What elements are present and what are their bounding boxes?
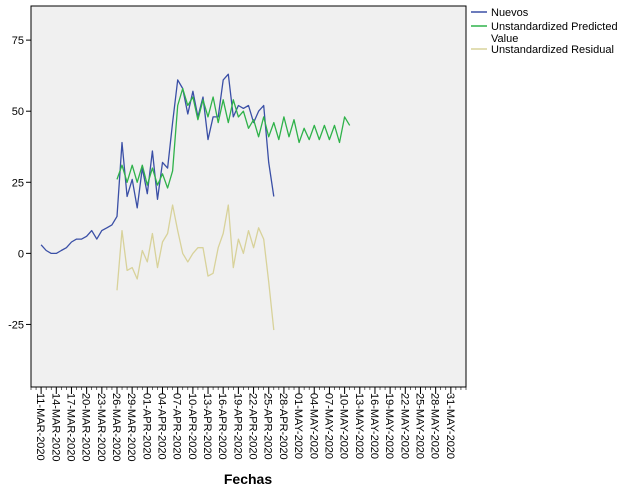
x-tick-label: 22-APR-2020 bbox=[247, 393, 259, 460]
x-tick-label: 19-APR-2020 bbox=[231, 393, 243, 460]
y-tick-label: 0 bbox=[18, 248, 24, 260]
x-tick-label: 25-MAY-2020 bbox=[413, 393, 425, 459]
x-tick-label: 22-MAY-2020 bbox=[398, 393, 410, 459]
x-tick-label: 28-APR-2020 bbox=[277, 393, 289, 460]
x-tick-label: 16-MAY-2020 bbox=[368, 393, 380, 459]
y-tick-label: 25 bbox=[12, 177, 24, 189]
y-tick-label: -25 bbox=[8, 319, 24, 331]
x-tick-label: 01-APR-2020 bbox=[140, 393, 152, 460]
x-tick-label: 19-MAY-2020 bbox=[383, 393, 395, 459]
y-tick-label: 75 bbox=[12, 35, 24, 47]
x-tick-label: 25-APR-2020 bbox=[262, 393, 274, 460]
x-tick-label: 07-MAY-2020 bbox=[322, 393, 334, 459]
x-tick-label: 01-MAY-2020 bbox=[292, 393, 304, 459]
x-tick-label: 17-MAR-2020 bbox=[64, 393, 76, 461]
x-tick-label: 26-MAR-2020 bbox=[110, 393, 122, 461]
series-line-1 bbox=[40, 73, 275, 255]
x-axis-title: Fechas bbox=[224, 471, 272, 487]
series-layer bbox=[40, 73, 351, 331]
x-axis: 11-MAR-2020 14-MAR-2020 17-MAR-2020 20-MAR-… bbox=[30, 387, 467, 461]
x-tick-label: 10-APR-2020 bbox=[186, 393, 198, 460]
x-tick-label: 29-MAR-2020 bbox=[125, 393, 137, 461]
y-tick-label: 50 bbox=[12, 106, 24, 118]
series-line-2 bbox=[116, 87, 351, 189]
y-axis: -25 0 25 50 75 bbox=[8, 35, 31, 331]
legend-label: Unstandardized Predicted Value bbox=[491, 21, 618, 45]
x-tick-label: 31-MAY-2020 bbox=[444, 393, 456, 459]
x-tick-label: 13-APR-2020 bbox=[201, 393, 213, 460]
legend-label: Nuevos bbox=[491, 7, 529, 19]
legend-label: Unstandardized Residual bbox=[491, 44, 614, 56]
x-tick-label: 10-MAY-2020 bbox=[338, 393, 350, 459]
x-tick-label: 14-MAR-2020 bbox=[49, 393, 61, 461]
x-tick-label: 20-MAR-2020 bbox=[80, 393, 92, 461]
x-tick-label: 04-MAY-2020 bbox=[307, 393, 319, 459]
x-tick-label: 16-APR-2020 bbox=[216, 393, 228, 460]
x-tick-label: 04-APR-2020 bbox=[156, 393, 168, 460]
x-tick-label: 11-MAR-2020 bbox=[34, 393, 46, 461]
x-tick-label: 23-MAR-2020 bbox=[95, 393, 107, 461]
series-line-3 bbox=[116, 204, 275, 331]
legend: Nuevos Unstandardized Predicted ValueUnsta… bbox=[471, 7, 618, 56]
x-tick-label: 07-APR-2020 bbox=[171, 393, 183, 460]
plot-area bbox=[30, 5, 467, 388]
x-tick-label: 28-MAY-2020 bbox=[429, 393, 441, 459]
x-tick-label: 13-MAY-2020 bbox=[353, 393, 365, 459]
